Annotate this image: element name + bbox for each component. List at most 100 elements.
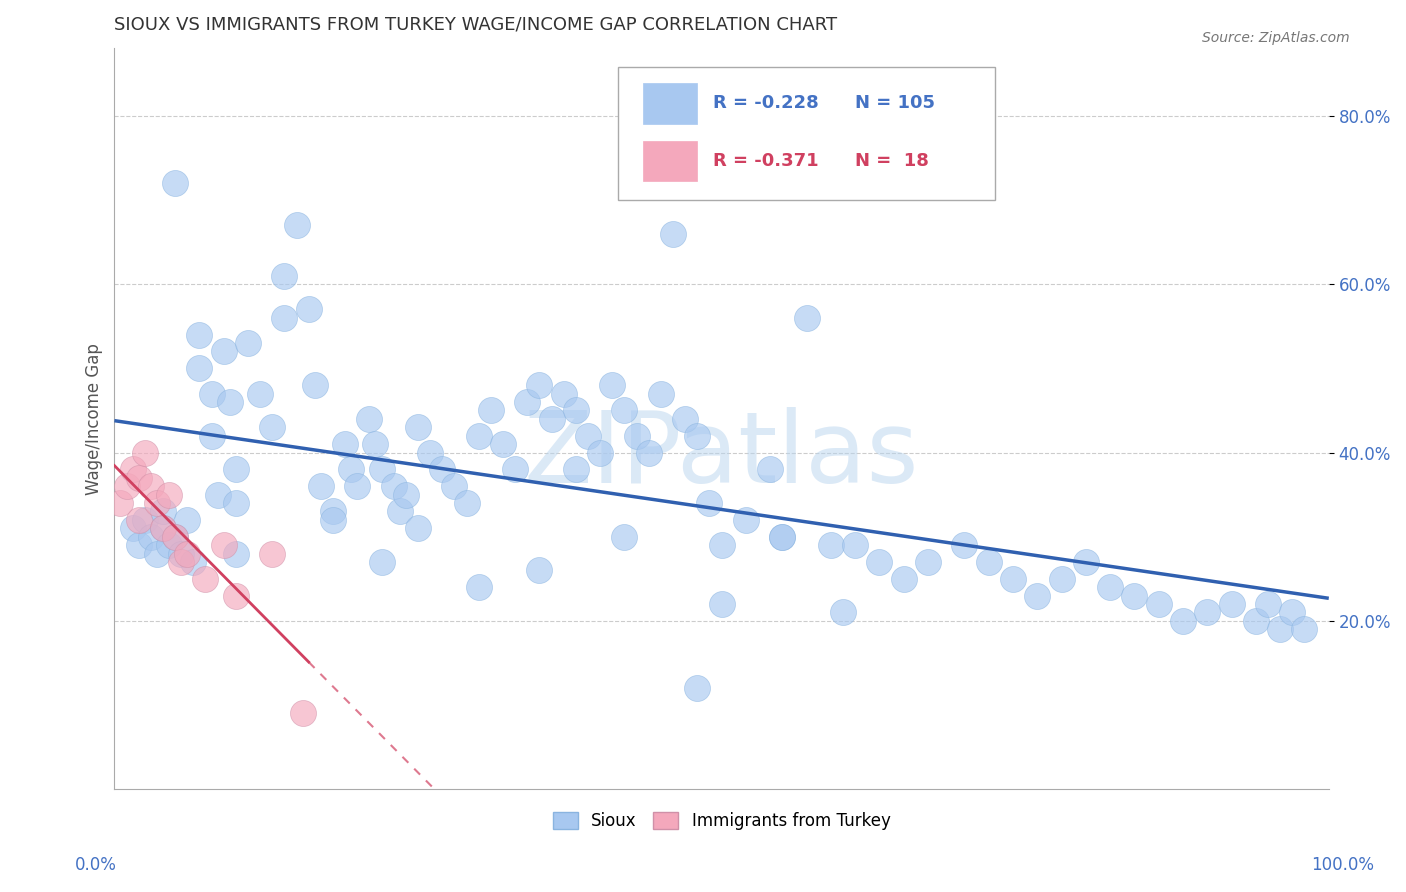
Sioux — [406, 420, 429, 434]
Immigrants from Turkey — [139, 479, 162, 493]
Sioux — [1074, 555, 1097, 569]
Sioux — [686, 428, 709, 442]
Sioux — [796, 310, 818, 325]
Text: N =  18: N = 18 — [855, 153, 929, 170]
Sioux — [1147, 597, 1170, 611]
Sioux — [395, 487, 418, 501]
Sioux — [565, 403, 588, 417]
Sioux — [516, 395, 538, 409]
Sioux — [298, 302, 321, 317]
Immigrants from Turkey — [291, 706, 314, 721]
Sioux — [152, 521, 174, 535]
Sioux — [467, 580, 489, 594]
Text: SIOUX VS IMMIGRANTS FROM TURKEY WAGE/INCOME GAP CORRELATION CHART: SIOUX VS IMMIGRANTS FROM TURKEY WAGE/INC… — [114, 15, 838, 33]
Sioux — [432, 462, 454, 476]
Sioux — [183, 555, 205, 569]
Sioux — [613, 530, 636, 544]
Sioux — [388, 504, 411, 518]
Sioux — [1244, 614, 1267, 628]
Sioux — [146, 547, 169, 561]
Sioux — [820, 538, 842, 552]
Sioux — [1294, 622, 1316, 636]
Sioux — [364, 437, 387, 451]
Sioux — [188, 361, 211, 376]
Sioux — [770, 530, 793, 544]
Sioux — [1026, 589, 1049, 603]
Sioux — [340, 462, 363, 476]
Sioux — [370, 555, 392, 569]
Immigrants from Turkey — [121, 462, 143, 476]
Text: R = -0.228: R = -0.228 — [713, 95, 818, 112]
Sioux — [492, 437, 515, 451]
Sioux — [249, 386, 271, 401]
Sioux — [225, 547, 247, 561]
Bar — [643, 83, 697, 124]
Sioux — [529, 563, 551, 577]
Immigrants from Turkey — [134, 445, 156, 459]
Sioux — [953, 538, 976, 552]
Sioux — [236, 336, 259, 351]
Sioux — [456, 496, 478, 510]
Bar — [643, 141, 697, 181]
Sioux — [322, 504, 344, 518]
Sioux — [152, 504, 174, 518]
Sioux — [443, 479, 465, 493]
Sioux — [917, 555, 939, 569]
Sioux — [370, 462, 392, 476]
Sioux — [382, 479, 405, 493]
Immigrants from Turkey — [225, 589, 247, 603]
Sioux — [844, 538, 866, 552]
Legend: Sioux, Immigrants from Turkey: Sioux, Immigrants from Turkey — [546, 805, 897, 837]
Sioux — [322, 513, 344, 527]
Sioux — [1257, 597, 1279, 611]
Immigrants from Turkey — [128, 513, 150, 527]
Sioux — [600, 378, 623, 392]
Sioux — [1270, 622, 1292, 636]
Sioux — [165, 530, 187, 544]
Sioux — [734, 513, 756, 527]
Sioux — [893, 572, 915, 586]
Sioux — [832, 606, 855, 620]
Sioux — [176, 513, 198, 527]
Sioux — [1220, 597, 1243, 611]
Immigrants from Turkey — [170, 555, 193, 569]
Sioux — [165, 176, 187, 190]
Sioux — [759, 462, 782, 476]
Immigrants from Turkey — [157, 487, 180, 501]
Sioux — [1050, 572, 1073, 586]
Sioux — [346, 479, 368, 493]
Sioux — [1281, 606, 1303, 620]
Sioux — [1171, 614, 1194, 628]
Sioux — [262, 420, 284, 434]
Sioux — [170, 547, 193, 561]
Sioux — [673, 412, 696, 426]
Sioux — [1197, 606, 1219, 620]
Sioux — [553, 386, 575, 401]
Sioux — [207, 487, 229, 501]
Sioux — [212, 344, 235, 359]
Text: 0.0%: 0.0% — [75, 856, 117, 874]
Sioux — [662, 227, 685, 241]
Sioux — [869, 555, 891, 569]
FancyBboxPatch shape — [619, 67, 995, 201]
Sioux — [309, 479, 332, 493]
Immigrants from Turkey — [115, 479, 138, 493]
Immigrants from Turkey — [128, 471, 150, 485]
Sioux — [225, 496, 247, 510]
Sioux — [419, 445, 441, 459]
Sioux — [1002, 572, 1025, 586]
Text: N = 105: N = 105 — [855, 95, 935, 112]
Text: ZIPatlas: ZIPatlas — [524, 408, 920, 504]
Immigrants from Turkey — [176, 547, 198, 561]
Immigrants from Turkey — [262, 547, 284, 561]
Sioux — [479, 403, 502, 417]
Sioux — [333, 437, 356, 451]
Sioux — [650, 386, 672, 401]
Y-axis label: Wage/Income Gap: Wage/Income Gap — [86, 343, 103, 495]
Sioux — [770, 530, 793, 544]
Sioux — [977, 555, 1000, 569]
Sioux — [699, 496, 721, 510]
Sioux — [273, 310, 295, 325]
Sioux — [225, 462, 247, 476]
Sioux — [139, 530, 162, 544]
